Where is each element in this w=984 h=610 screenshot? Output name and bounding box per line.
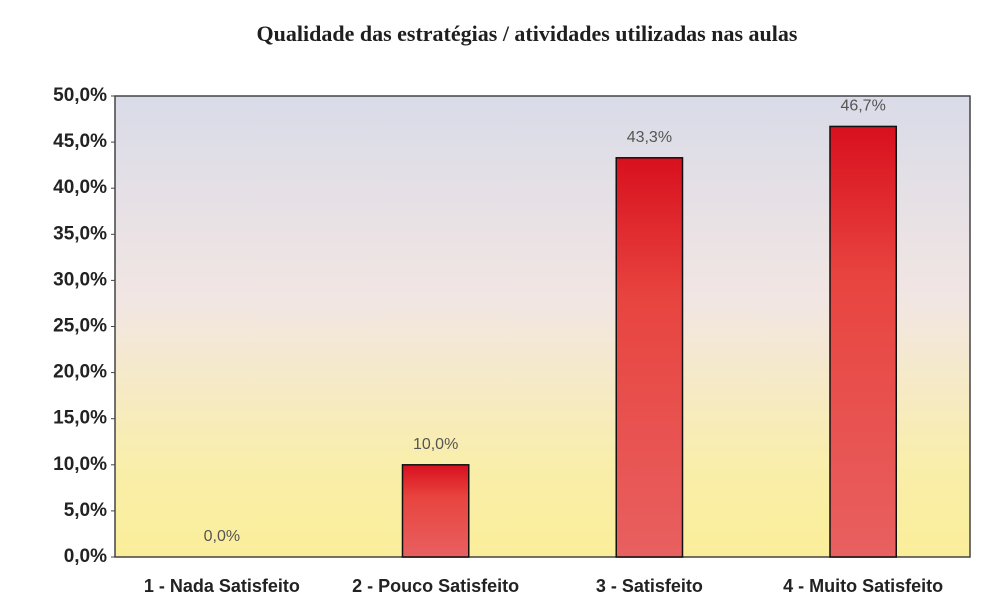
value-label: 0,0% [204,528,240,545]
value-label: 43,3% [627,129,672,146]
y-tick-label: 35,0% [53,223,107,244]
x-tick-label: 2 - Pouco Satisfeito [352,576,519,596]
bar [829,125,898,558]
plot-area [114,95,971,558]
y-tick-label: 45,0% [53,131,107,152]
x-tick-label: 4 - Muito Satisfeito [783,576,943,596]
y-tick-label: 5,0% [64,500,107,521]
y-tick-label: 50,0% [53,85,107,106]
y-tick-label: 10,0% [53,454,107,475]
x-tick-label: 1 - Nada Satisfeito [144,576,300,596]
y-tick-label: 0,0% [64,546,107,567]
bar [401,464,470,558]
chart-title: Qualidade das estratégias / atividades u… [257,21,798,46]
bar [615,157,684,558]
y-tick-label: 40,0% [53,177,107,198]
x-tick-label: 3 - Satisfeito [596,576,703,596]
y-tick-label: 15,0% [53,408,107,429]
value-label: 46,7% [840,98,885,115]
y-tick-label: 25,0% [53,316,107,337]
y-tick-label: 30,0% [53,269,107,290]
y-tick-label: 20,0% [53,362,107,383]
value-label: 10,0% [413,436,458,453]
